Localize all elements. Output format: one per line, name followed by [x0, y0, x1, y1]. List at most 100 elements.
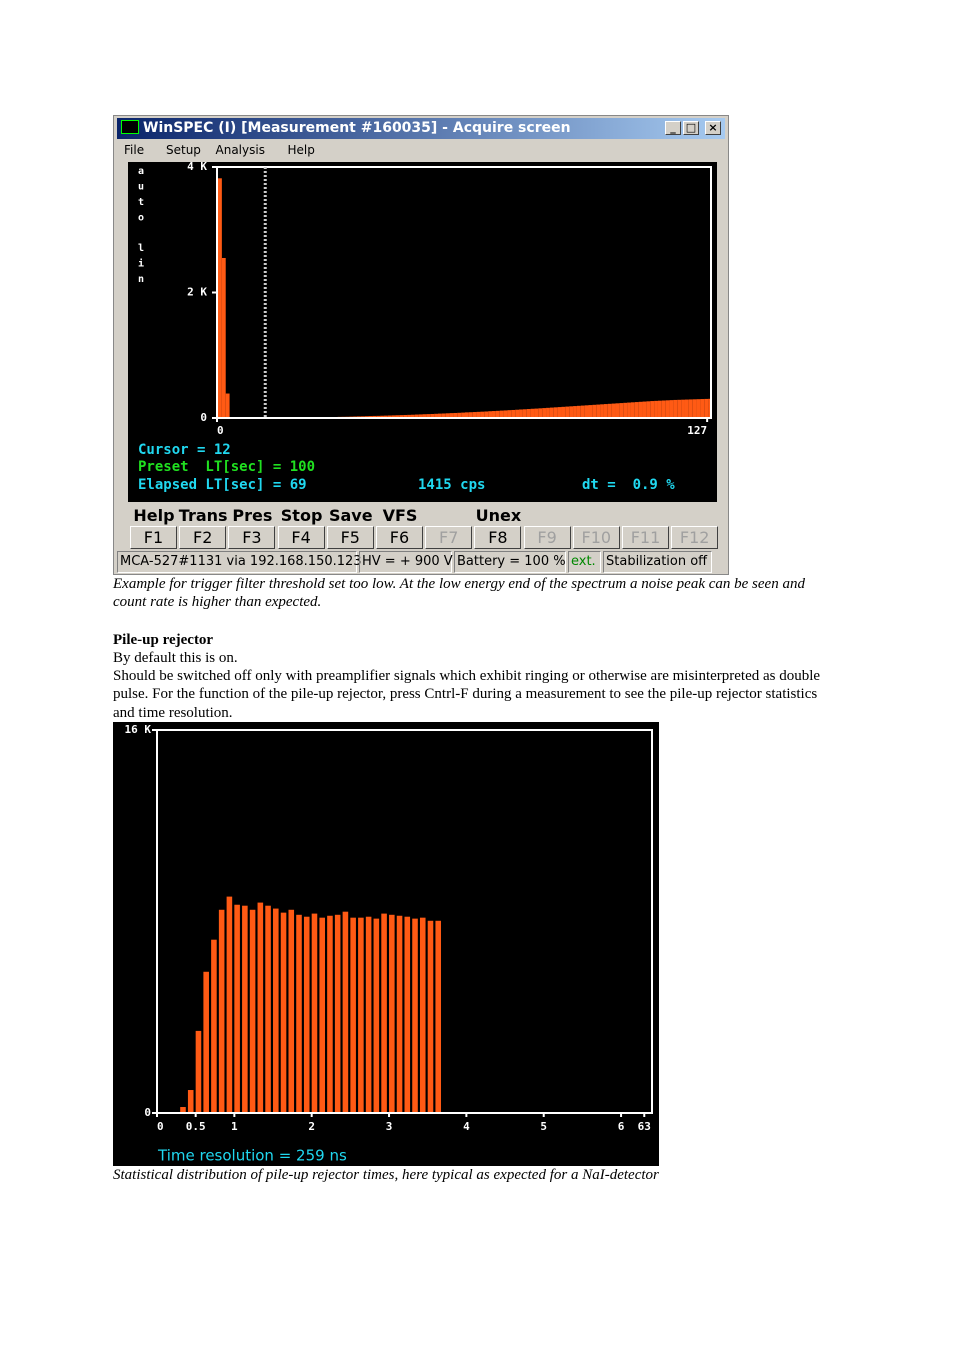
- window: WinSPEC (I) [Measurement #160035] - Acqu…: [113, 115, 729, 575]
- x-tick-label: 1: [231, 1120, 238, 1133]
- bar: [484, 411, 489, 418]
- bar: [607, 403, 612, 418]
- function-key[interactable]: F4: [277, 526, 325, 549]
- bar: [435, 920, 442, 1113]
- bar: [342, 911, 349, 1113]
- plot-frame: [156, 729, 653, 1114]
- bar: [488, 411, 493, 418]
- bar: [549, 407, 554, 418]
- bar: [407, 414, 411, 418]
- menu-item[interactable]: Help: [287, 143, 315, 157]
- menu-item[interactable]: Setup: [166, 143, 201, 157]
- bar: [623, 402, 628, 418]
- bar: [441, 413, 446, 418]
- bar: [226, 896, 233, 1113]
- bar: [522, 409, 527, 418]
- status-cell: MCA-527#1131 via 192.168.150.123: [117, 551, 362, 573]
- function-key[interactable]: F1: [130, 526, 177, 549]
- bar: [376, 415, 381, 418]
- bar: [391, 415, 396, 418]
- menu-item[interactable]: Analysis: [215, 143, 265, 157]
- function-key: F11: [622, 526, 669, 549]
- maximize-button[interactable]: □: [683, 121, 699, 135]
- bar: [546, 407, 550, 418]
- key-label: Stop: [280, 506, 323, 525]
- bar: [542, 408, 547, 418]
- bar: [642, 401, 647, 418]
- function-key[interactable]: F8: [474, 526, 522, 549]
- bar: [203, 971, 209, 1113]
- bar: [422, 414, 427, 418]
- bar: [218, 909, 225, 1113]
- readout-dt: dt = 0.9 %: [582, 477, 675, 493]
- bar: [480, 411, 485, 418]
- bar: [327, 915, 333, 1113]
- bar: [383, 415, 388, 418]
- y-tick-label: 2 K: [187, 286, 207, 299]
- bar: [457, 412, 462, 418]
- bar: [553, 407, 558, 418]
- bar: [495, 410, 500, 418]
- bar: [296, 914, 302, 1113]
- y-tick-label: 16 K: [125, 723, 152, 736]
- bar: [334, 914, 341, 1113]
- bar: [225, 393, 230, 418]
- bar: [503, 410, 508, 418]
- function-key[interactable]: F5: [326, 526, 374, 549]
- bar: [630, 402, 635, 418]
- function-key: F12: [671, 526, 719, 549]
- bar: [499, 410, 504, 418]
- bar: [696, 399, 701, 418]
- bar: [507, 410, 512, 418]
- bar: [273, 908, 279, 1113]
- readout-cursor: Cursor = 12: [138, 442, 231, 458]
- bar: [673, 399, 678, 418]
- annotation: Time resolution = 259 ns: [157, 1147, 347, 1165]
- x-tick-label: 5: [540, 1120, 547, 1133]
- x-tick-label: 0.5: [186, 1120, 206, 1133]
- bar: [365, 916, 372, 1113]
- menu-item[interactable]: File: [124, 143, 145, 157]
- bar: [603, 404, 608, 418]
- key-label: Unex: [475, 506, 522, 525]
- function-key[interactable]: F6: [376, 526, 423, 549]
- x-tick-label: 0: [217, 424, 224, 437]
- display: [128, 162, 717, 502]
- key-label: Save: [328, 506, 373, 525]
- bar: [242, 905, 248, 1113]
- status-cell: HV = + 900 V: [359, 551, 453, 573]
- bar: [426, 414, 431, 418]
- bar: [511, 409, 516, 418]
- function-key[interactable]: F3: [228, 526, 276, 549]
- bar: [303, 916, 310, 1113]
- minimize-button[interactable]: _: [665, 121, 681, 135]
- bar: [381, 913, 387, 1113]
- bar: [596, 404, 601, 418]
- bar: [681, 399, 685, 418]
- bar: [576, 405, 581, 418]
- bar: [669, 400, 674, 418]
- key-label: Help: [133, 506, 175, 525]
- function-key: F7: [425, 526, 473, 549]
- bar: [195, 1030, 202, 1113]
- x-tick-label: 4: [463, 1120, 470, 1133]
- y-tick-label: 0: [200, 411, 207, 424]
- bar: [373, 918, 380, 1113]
- bar: [257, 902, 264, 1113]
- bar: [419, 917, 426, 1113]
- bar: [387, 415, 392, 418]
- bar: [414, 414, 419, 418]
- function-key[interactable]: F2: [179, 526, 227, 549]
- bar: [661, 400, 666, 418]
- x-tick-label: 2: [308, 1120, 315, 1133]
- bar: [187, 1090, 194, 1113]
- bar: [437, 413, 442, 418]
- bar: [600, 404, 604, 418]
- bar: [476, 411, 481, 418]
- bar: [684, 399, 689, 418]
- close-button[interactable]: ×: [705, 121, 721, 135]
- bar: [389, 914, 395, 1113]
- bar: [584, 405, 589, 418]
